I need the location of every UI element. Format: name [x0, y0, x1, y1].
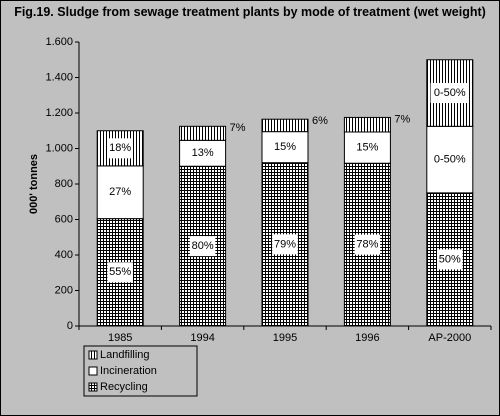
y-tick-label: 600	[55, 213, 73, 225]
data-label-box	[189, 143, 216, 164]
data-label-box	[354, 137, 381, 158]
y-tick-label: 1.000	[45, 142, 73, 154]
y-tick-label: 0	[67, 320, 73, 332]
data-label-box	[189, 236, 216, 257]
data-label: 0-50%	[434, 87, 466, 99]
y-axis-label: 000' tonnes	[28, 154, 40, 214]
data-label: 79%	[274, 238, 296, 250]
bar-segment	[179, 125, 227, 141]
data-label-box	[272, 137, 298, 158]
data-label-box	[430, 149, 470, 170]
data-label-box	[107, 138, 133, 159]
data-label: 27%	[109, 186, 131, 198]
bar-segment	[261, 118, 309, 133]
data-label: 18%	[109, 142, 131, 154]
legend-swatch	[88, 350, 98, 360]
data-label-box	[437, 249, 463, 270]
legend-swatch	[88, 382, 98, 392]
data-label: 15%	[356, 142, 378, 154]
legend-label: Recycling	[100, 381, 148, 393]
data-label: 13%	[192, 147, 214, 159]
legend-label: Landfilling	[100, 349, 150, 361]
data-label: 80%	[192, 240, 214, 252]
x-tick-label: 1985	[108, 332, 132, 344]
y-tick-label: 1.400	[45, 71, 73, 83]
legend-swatch	[88, 366, 98, 376]
y-tick-label: 800	[55, 178, 73, 190]
data-label: 7%	[394, 113, 410, 125]
data-label-box	[272, 234, 298, 255]
data-label: 7%	[230, 122, 246, 134]
data-label: 15%	[274, 141, 296, 153]
data-label: 6%	[312, 115, 328, 127]
x-tick-label: AP-2000	[428, 332, 471, 344]
x-tick-label: 1996	[355, 332, 379, 344]
data-label-box	[354, 234, 381, 255]
x-tick-label: 1994	[190, 332, 214, 344]
data-label: 78%	[356, 239, 378, 251]
x-tick-label: 1995	[273, 332, 297, 344]
legend-box	[83, 345, 198, 397]
data-label: 50%	[439, 253, 461, 265]
data-label-box	[430, 83, 470, 104]
data-label: 55%	[109, 266, 131, 278]
chart-title: Fig.19. Sludge from sewage treatment pla…	[14, 5, 486, 19]
legend-label: Incineration	[100, 365, 157, 377]
y-tick-label: 200	[55, 284, 73, 296]
y-tick-label: 1.200	[45, 107, 73, 119]
data-label-box	[107, 262, 133, 283]
data-label: 0-50%	[434, 154, 466, 166]
data-label-box	[107, 182, 133, 203]
y-tick-label: 400	[55, 249, 73, 261]
y-tick-label: 1.600	[45, 36, 73, 48]
bar-segment	[343, 116, 391, 133]
